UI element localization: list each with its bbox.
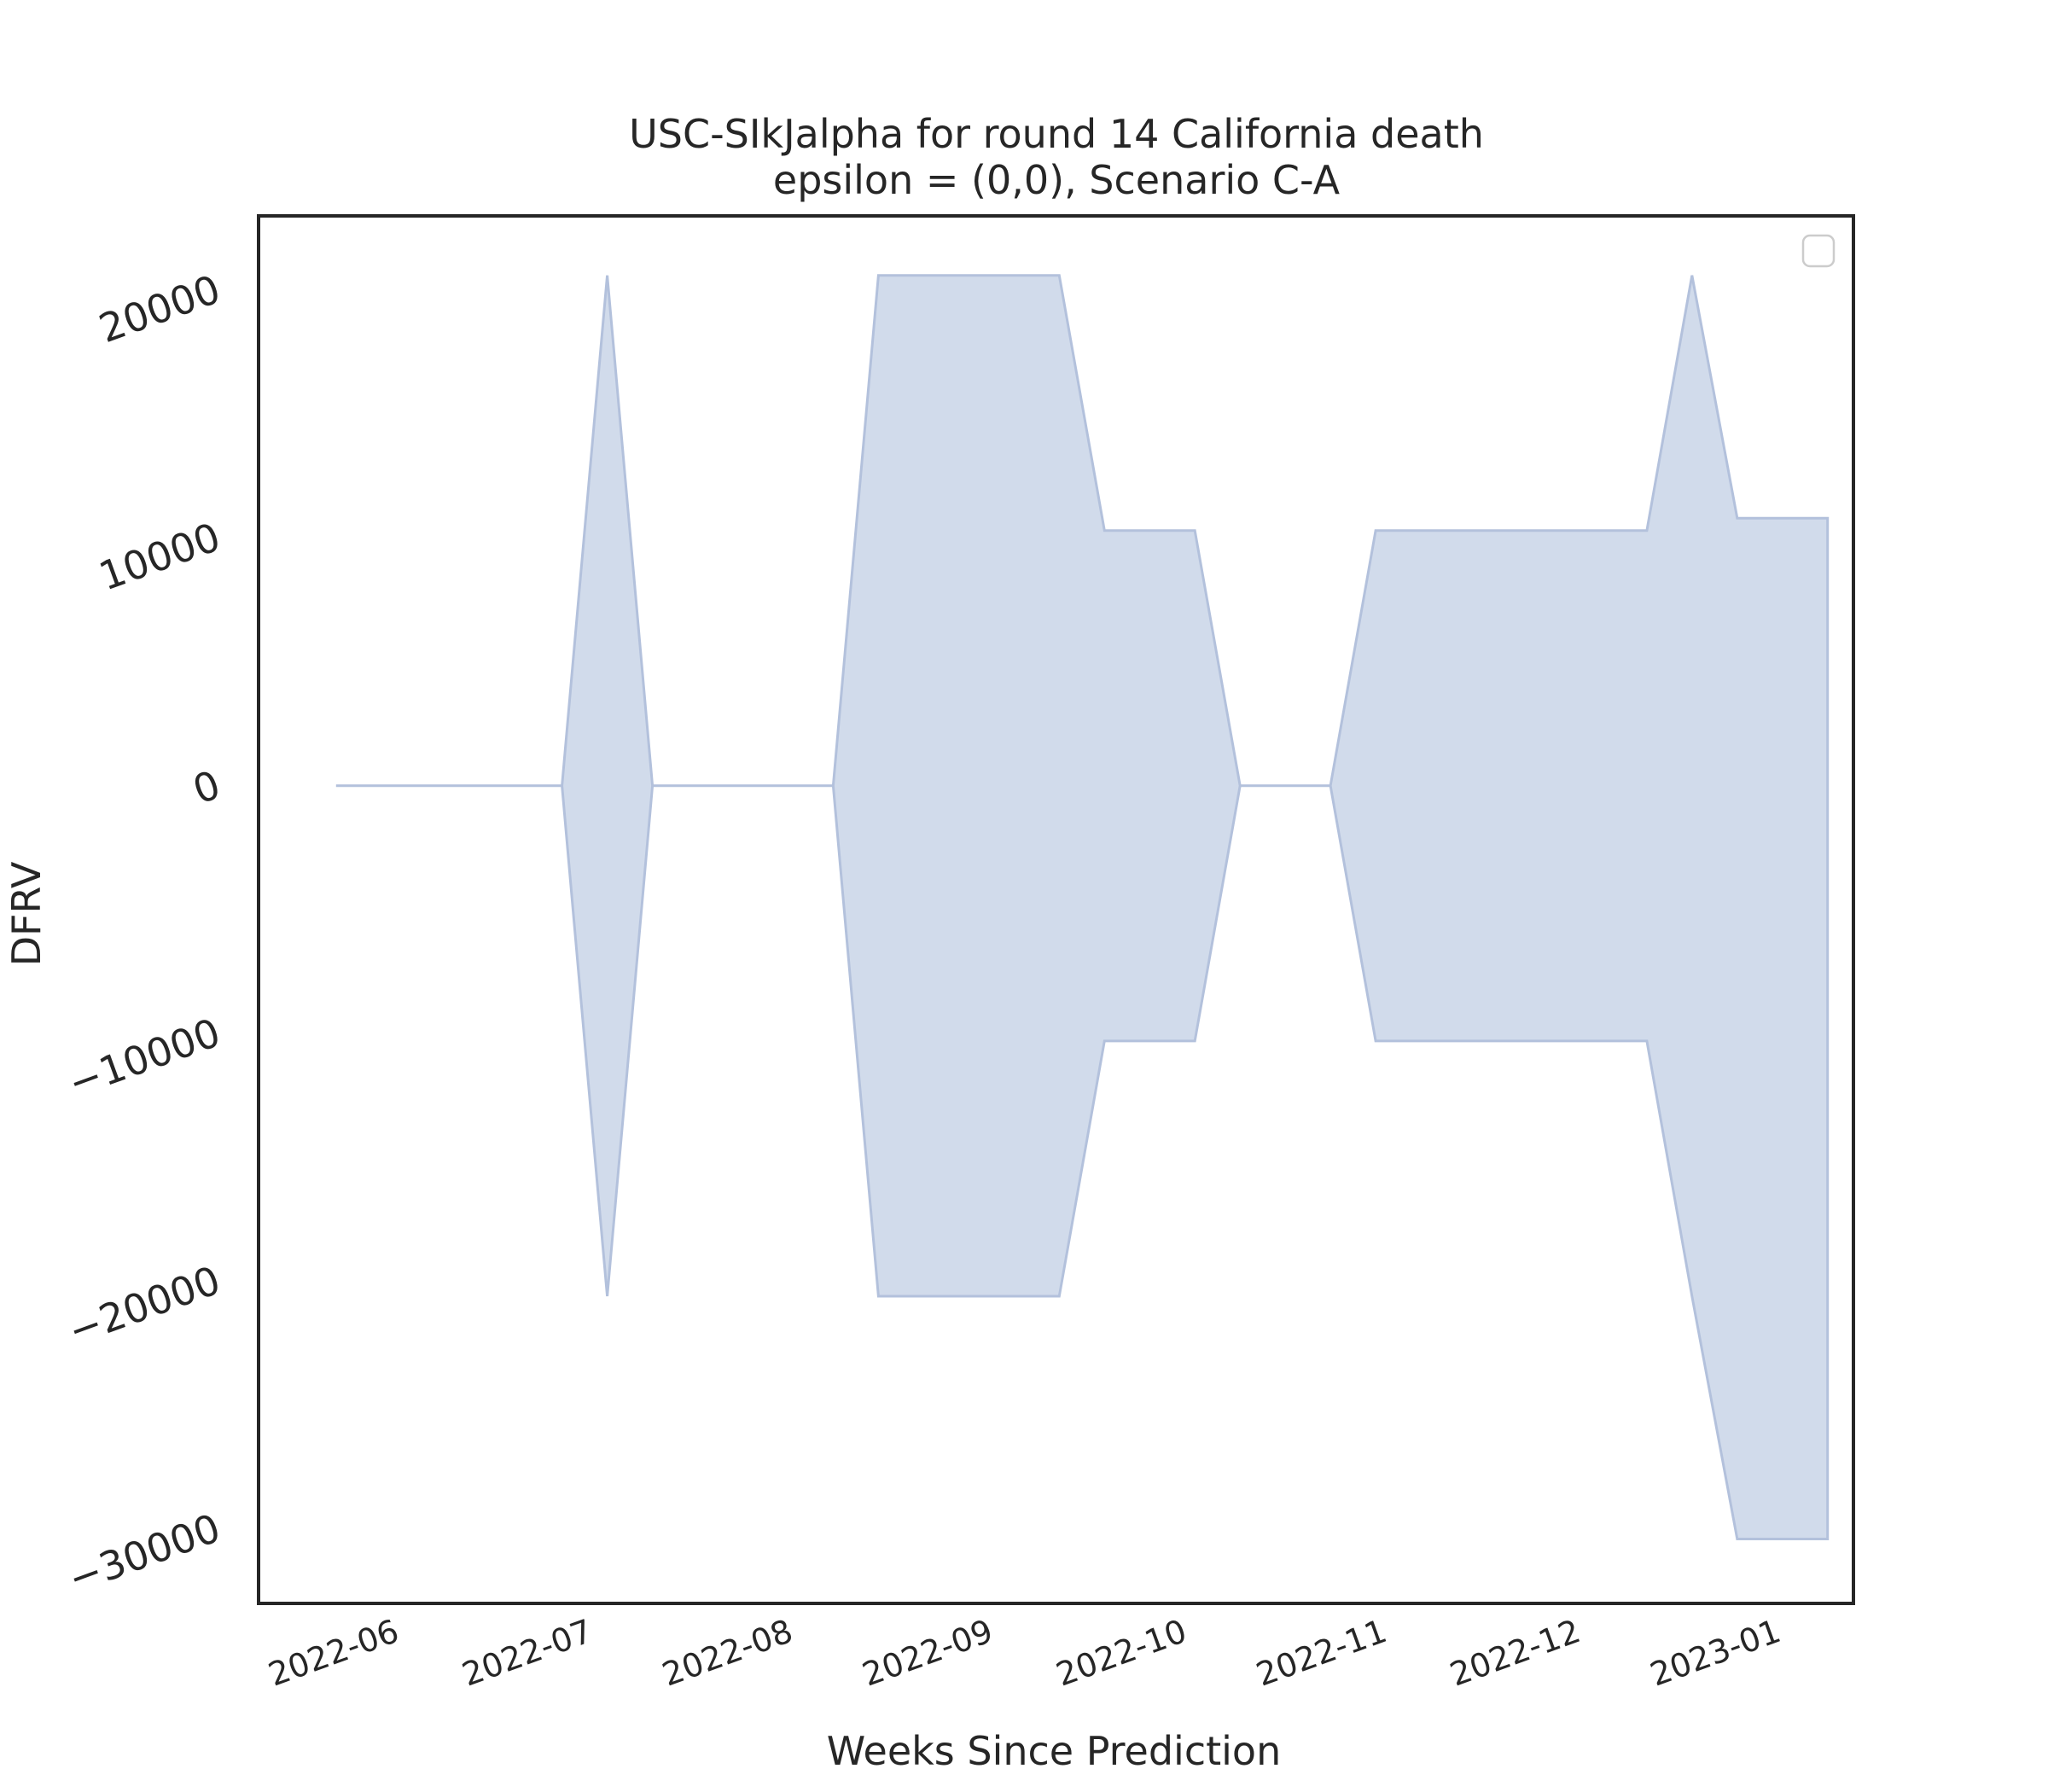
x-tick-label: 2022-09 [858,1612,998,1694]
y-tick-label: 10000 [93,514,226,600]
chart-title-line1: USC-SIkJalpha for round 14 California de… [629,111,1484,157]
y-tick-label: −10000 [62,1009,226,1107]
y-tick-label: 20000 [93,265,226,352]
x-tick-label: 2023-01 [1645,1612,1785,1694]
y-tick-label: −20000 [62,1257,226,1354]
x-tick-label: 2022-12 [1445,1612,1585,1694]
legend-box [1801,234,1836,268]
y-tick-label: 0 [187,761,226,813]
y-tick-labels: 20000 10000 0 −10000 −20000 −30000 [62,265,226,1602]
band-layer [335,274,1830,1540]
plot-frame [257,214,1855,1605]
x-tick-label: 2022-06 [264,1612,404,1694]
y-axis-label: DFRV [3,861,49,966]
x-tick-labels: 2022-06 2022-07 2022-08 2022-09 2022-10 2022-… [264,1612,1786,1694]
x-tick-label: 2022-08 [657,1612,797,1694]
chart-title-line2: epsilon = (0,0), Scenario C-A [773,157,1341,203]
y-tick-label: −30000 [62,1504,226,1602]
x-tick-label: 2022-10 [1051,1612,1191,1694]
x-tick-label: 2022-07 [457,1612,597,1694]
uncertainty-band [335,274,1830,1540]
x-axis-label: Weeks Since Prediction [827,1728,1281,1774]
x-tick-label: 2022-11 [1251,1612,1391,1694]
